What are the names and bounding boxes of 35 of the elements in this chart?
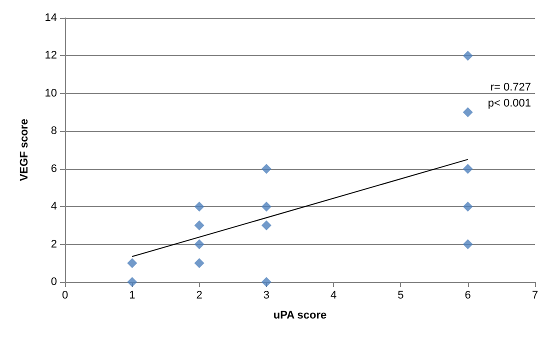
- y-tick-label: 14: [44, 12, 57, 24]
- x-tick-label: 7: [532, 290, 538, 302]
- point: [261, 220, 272, 230]
- point: [194, 258, 204, 268]
- x-axis-title: uPA score: [273, 310, 327, 322]
- point: [194, 239, 204, 250]
- y-tick-label: 6: [50, 162, 57, 175]
- point: [127, 277, 138, 287]
- x-tick-label: 3: [263, 290, 270, 302]
- point: [194, 202, 204, 212]
- point: [261, 202, 272, 212]
- annotation: p< 0.001: [488, 98, 531, 110]
- y-tick-label: 0: [50, 276, 57, 288]
- y-tick-label: 8: [50, 125, 57, 138]
- point: [462, 164, 473, 174]
- x-tick-label: 2: [196, 290, 202, 302]
- y-tick-label: 10: [44, 87, 57, 100]
- y-axis-title: VEGF score: [18, 118, 30, 182]
- point: [261, 277, 272, 287]
- x-tick-label: 6: [464, 290, 471, 302]
- annotation: r= 0.727: [490, 82, 531, 94]
- x-tick-label: 1: [129, 290, 136, 302]
- x-tick-label: 0: [62, 290, 68, 302]
- point: [194, 220, 204, 230]
- point: [462, 202, 473, 212]
- point: [462, 107, 473, 118]
- y-tick-label: 2: [50, 238, 57, 250]
- y-tick-label: 4: [50, 200, 57, 213]
- point: [462, 239, 473, 250]
- x-tick-label: 5: [398, 290, 404, 302]
- y-tick-label: 12: [44, 50, 57, 62]
- point: [462, 50, 473, 61]
- point: [261, 164, 272, 174]
- point: [127, 258, 138, 268]
- x-tick-label: 4: [330, 290, 337, 302]
